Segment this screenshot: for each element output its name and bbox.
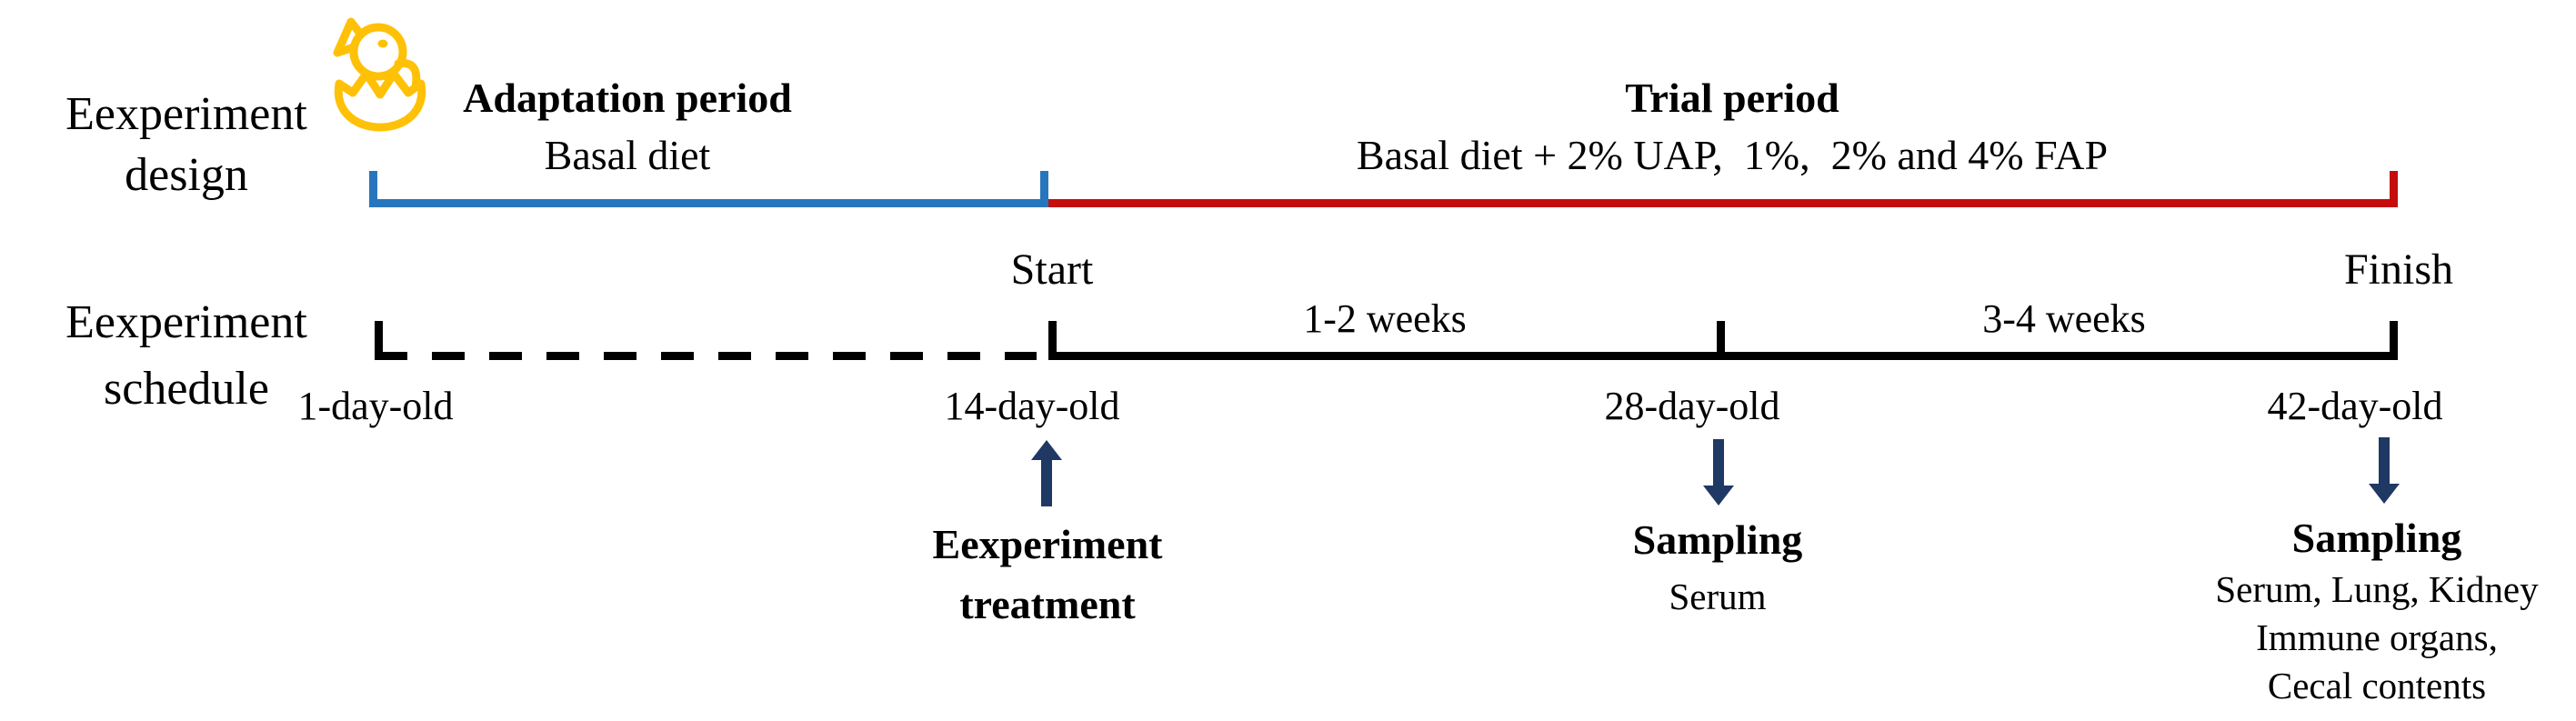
sampling-42-detail-line1: Serum, Lung, Kidney [2215, 568, 2539, 610]
adaptation-bracket-line [369, 199, 1048, 207]
schedule-row-label-line2: schedule [104, 363, 269, 415]
treatment-label-line2: treatment [959, 581, 1136, 627]
schedule-tick-start [1048, 321, 1057, 360]
trial-period-subtitle: Basal diet + 2% UAP, 1%, 2% and 4% FAP [1356, 132, 2109, 178]
phase1-duration-label: 1-2 weeks [1303, 296, 1467, 341]
chick-hatching-icon [324, 16, 436, 145]
age-label-1day: 1-day-old [297, 384, 454, 428]
schedule-row-label: Eexperiment schedule [36, 289, 336, 422]
sampling-42-detail-line3: Cecal contents [2267, 665, 2487, 706]
sampling-28-title: Sampling [1632, 516, 1803, 563]
up-arrow-icon [1031, 440, 1062, 506]
schedule-tick-finish [2390, 321, 2398, 360]
treatment-label-line1: Eexperiment [932, 521, 1163, 567]
age-label-42day: 42-day-old [2267, 384, 2443, 428]
design-row-label: Eexperiment design [36, 84, 336, 205]
age-label-14day: 14-day-old [944, 384, 1120, 428]
sampling-42-details: Serum, Lung, Kidney Immune organs, Cecal… [2150, 566, 2576, 710]
schedule-row-label-line1: Eexperiment [65, 296, 307, 348]
adaptation-bracket-right-tick [1040, 171, 1048, 207]
phase2-duration-label: 3-4 weeks [1982, 296, 2146, 341]
sampling-28-detail: Serum [1669, 576, 1767, 617]
sampling-42-detail-line2: Immune organs, [2256, 616, 2498, 658]
design-row-label-line1: Eexperiment [65, 88, 307, 140]
finish-label: Finish [2343, 245, 2454, 294]
down-arrow-42-icon [2369, 437, 2400, 504]
down-arrow-28-icon [1703, 439, 1734, 506]
design-row-label-line2: design [125, 149, 248, 201]
trial-bracket-line [1048, 199, 2398, 207]
schedule-tick-28day [1717, 321, 1725, 360]
age-label-28day: 28-day-old [1604, 384, 1780, 428]
adaptation-bracket-left-tick [369, 171, 377, 207]
trial-period-title: Trial period [1625, 75, 1839, 121]
treatment-label: Eexperiment treatment [866, 515, 1229, 635]
sampling-42-title: Sampling [2291, 515, 2462, 561]
schedule-dashed-line [375, 352, 1037, 360]
trial-bracket-right-tick [2390, 171, 2398, 207]
adaptation-period-title: Adaptation period [463, 75, 792, 121]
start-label: Start [1010, 245, 1094, 294]
adaptation-period-subtitle: Basal diet [544, 132, 711, 178]
schedule-dashed-start-tick [375, 321, 383, 360]
